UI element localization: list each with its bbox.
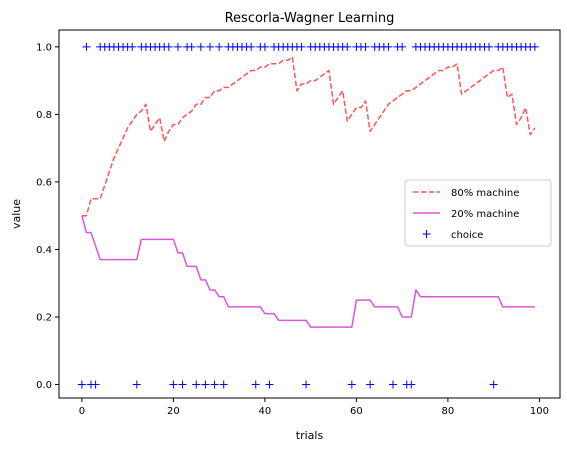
y-tick-label: 0.8 [36, 110, 52, 121]
choice-point [128, 42, 137, 51]
choice-point [205, 42, 214, 51]
choice-point [169, 380, 178, 389]
choice-point [384, 42, 393, 51]
y-tick-label: 0.6 [36, 177, 52, 188]
choice-point [260, 42, 269, 51]
choice-point [489, 380, 498, 389]
choice-point [219, 380, 228, 389]
series-line-80-machine [81, 56, 536, 217]
x-tick-label: 20 [167, 406, 180, 417]
choice-point [366, 380, 375, 389]
chart-title: Rescorla-Wagner Learning [225, 11, 395, 26]
choice-point [187, 42, 196, 51]
x-axis-label: trials [296, 429, 324, 442]
choice-point [132, 380, 141, 389]
y-tick-label: 1.0 [36, 42, 52, 53]
choice-point [91, 380, 100, 389]
legend-box [404, 179, 552, 247]
x-tick-label: 60 [350, 406, 363, 417]
choice-point [210, 380, 219, 389]
choice-point [398, 42, 407, 51]
choice-point [297, 42, 306, 51]
x-tick-label: 80 [442, 406, 455, 417]
plot-frame [58, 29, 561, 399]
x-axis-ticks: 0 20 40 60 80 100 [79, 398, 549, 417]
choice-point [82, 42, 91, 51]
legend-label: 80% machine [451, 188, 519, 199]
choice-point [247, 42, 256, 51]
choice-point [251, 380, 260, 389]
legend-swatch-choice [422, 230, 431, 238]
choice-point [407, 380, 416, 389]
series-layer [77, 42, 539, 389]
choice-point [173, 42, 182, 51]
legend-label: 20% machine [451, 209, 519, 220]
choice-point [196, 42, 205, 51]
choice-point [201, 380, 210, 389]
y-axis-label: value [10, 199, 23, 229]
choice-point [485, 42, 494, 51]
choice-point [389, 380, 397, 389]
choice-point [192, 380, 201, 389]
x-tick-label: 40 [259, 406, 272, 417]
x-tick-label: 100 [530, 406, 549, 417]
legend-label: choice [451, 230, 483, 241]
choice-point [347, 380, 356, 389]
choice-point [302, 380, 311, 389]
choice-point [164, 42, 173, 51]
choice-point [215, 42, 224, 51]
y-tick-label: 0.2 [36, 312, 52, 323]
y-tick-label: 0.0 [36, 380, 52, 391]
series-line-20-machine [81, 215, 535, 328]
choice-point [343, 42, 352, 51]
choice-point [178, 380, 187, 389]
legend: 80% machine 20% machine choice [404, 179, 552, 247]
y-axis-ticks: 0.0 0.2 0.4 0.6 0.8 1.0 [36, 42, 59, 391]
choice-point [361, 42, 370, 51]
choice-point [530, 42, 539, 51]
choice-point [77, 380, 86, 389]
choice-point [265, 380, 274, 389]
y-tick-label: 0.4 [36, 245, 52, 256]
x-tick-label: 0 [79, 406, 85, 417]
